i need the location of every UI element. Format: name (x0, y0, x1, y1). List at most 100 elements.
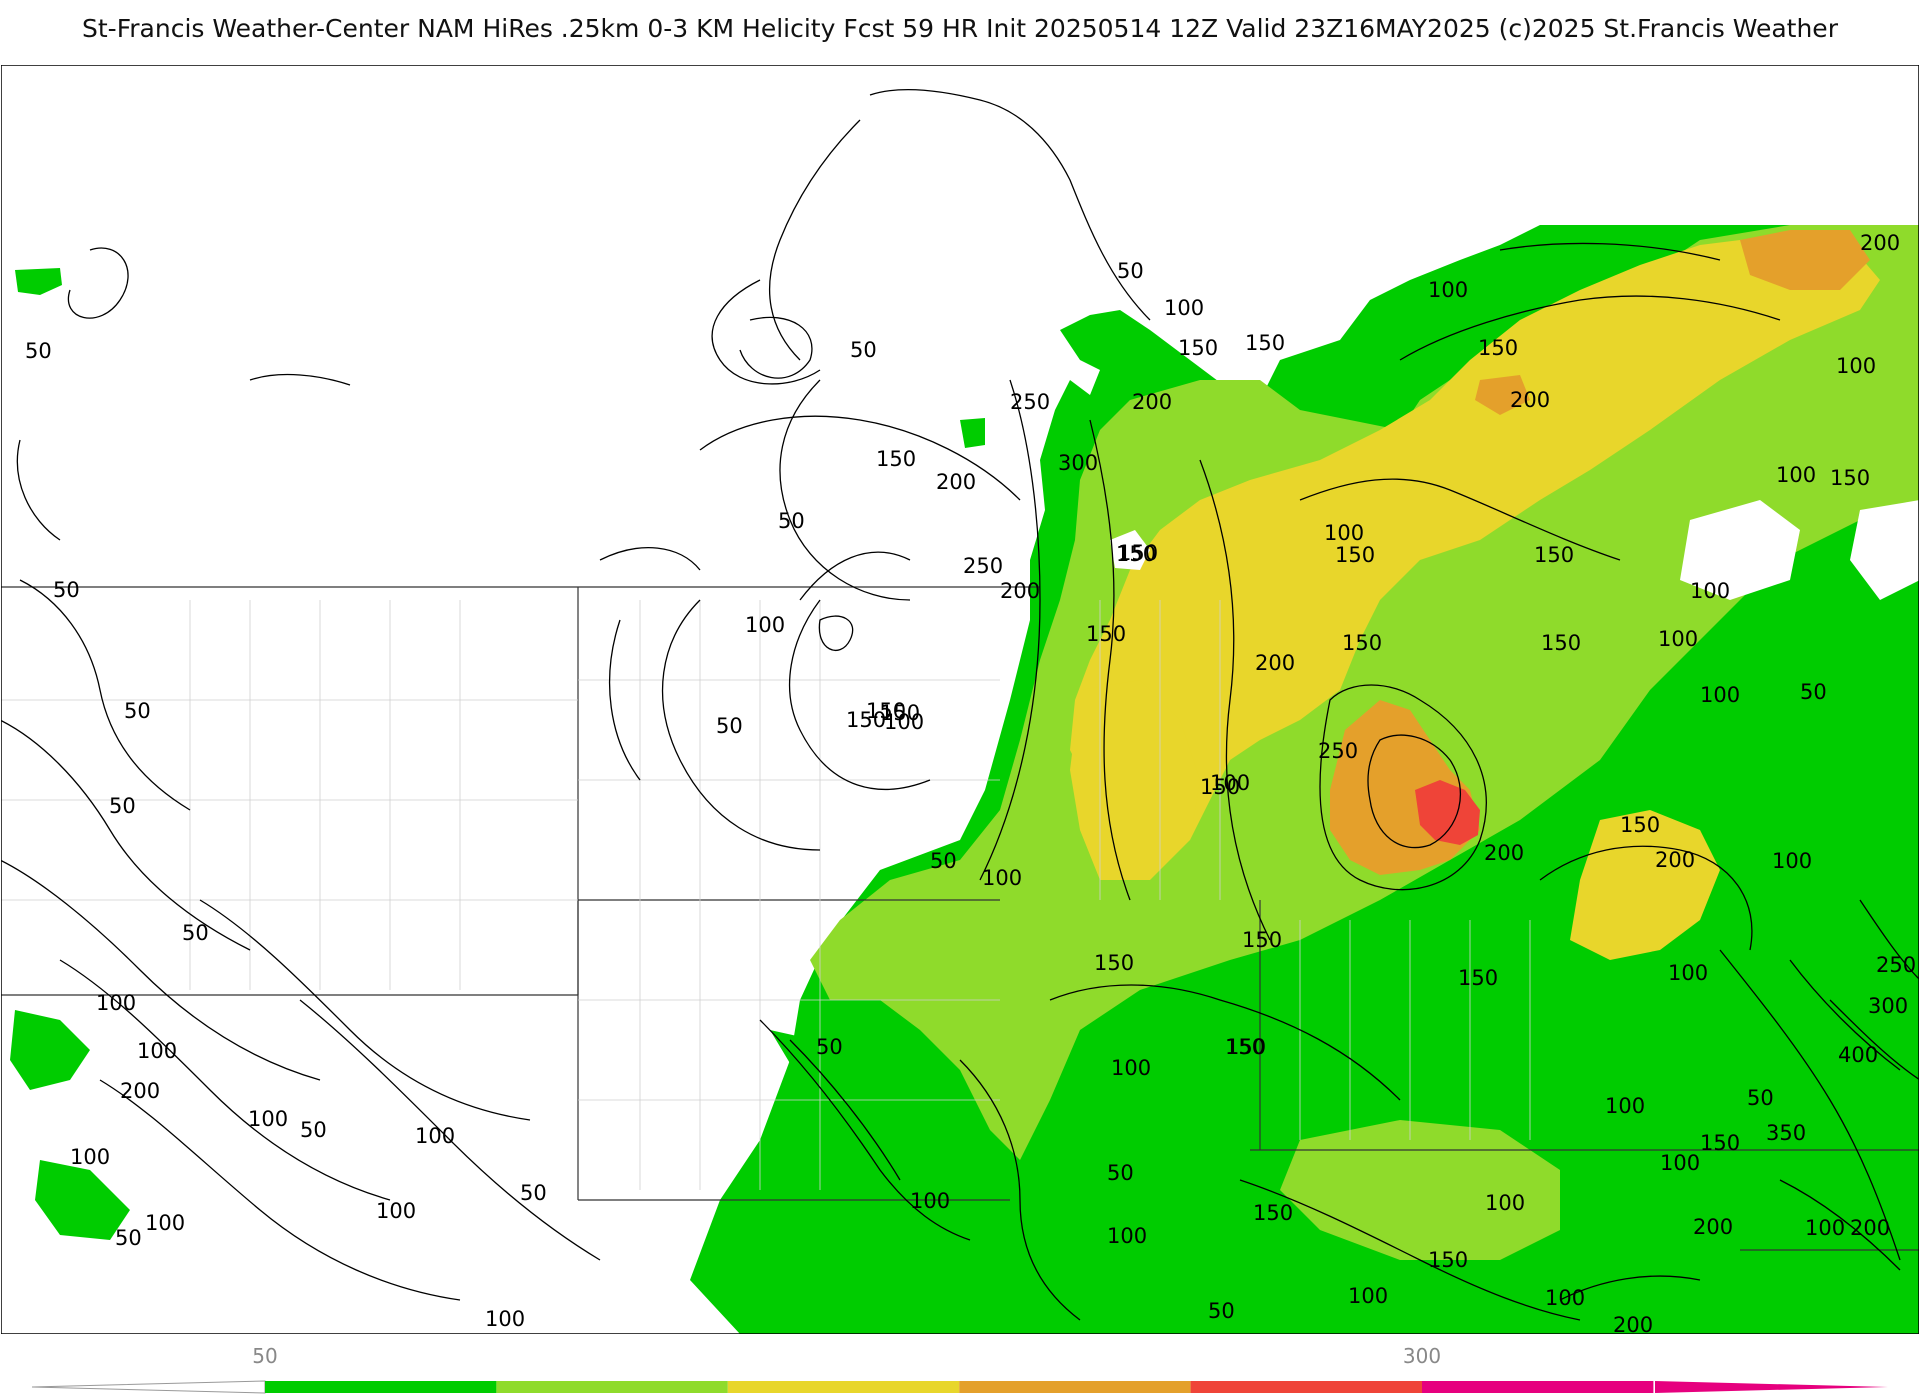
contour-label: 100 (1324, 521, 1364, 545)
helicity-fill-layer (10, 225, 1919, 1334)
colorbar-segment-2 (727, 1381, 960, 1393)
map-title: St-Francis Weather-Center NAM HiRes .25k… (82, 14, 1838, 43)
contour-label: 200 (1860, 231, 1900, 255)
contour-label: 100 (376, 1199, 416, 1223)
contour-label: 150 (1094, 951, 1134, 975)
contour-label: 200 (1255, 651, 1295, 675)
contour-label: 50 (930, 849, 957, 873)
contour-label: 250 (1318, 739, 1358, 763)
contour-label: 200 (1693, 1215, 1733, 1239)
helicity-area-green-ridge (770, 1030, 955, 1195)
helicity-area-yellowgreen (810, 225, 1919, 1160)
contour-label: 150 (1620, 813, 1660, 837)
helicity-area-hole-3 (1850, 500, 1919, 600)
helicity-area-green-speck-1 (15, 268, 62, 295)
contour-label: 50 (778, 509, 805, 533)
contour-label: 150 (846, 708, 886, 732)
contour-label: 200 (1850, 1216, 1890, 1240)
contour-label: 100 (1700, 683, 1740, 707)
helicity-area-orange-ne (1740, 230, 1870, 290)
contour-label: 50 (1117, 259, 1144, 283)
colorbar-segment-0 (265, 1381, 497, 1393)
contour-label: 50 (1800, 680, 1827, 704)
contour-label: 200 (1655, 848, 1695, 872)
colorbar-segment-4 (1190, 1381, 1422, 1393)
contour-label: 100 (1658, 627, 1698, 651)
contour-label: 50 (124, 699, 151, 723)
contour-label: 100 (1772, 849, 1812, 873)
contour-label: 200 (120, 1079, 160, 1103)
contour-label: 150 (1335, 543, 1375, 567)
contour-label: 150 (1225, 1035, 1265, 1059)
contour-label: 100 (415, 1124, 455, 1148)
colorbar-right-arrow (1655, 1381, 1888, 1393)
contour-label: 150 (1253, 1201, 1293, 1225)
contour-label: 50 (300, 1118, 327, 1142)
contour-label: 100 (1107, 1224, 1147, 1248)
contour-label: 300 (1868, 994, 1908, 1018)
contour-label: 100 (485, 1307, 525, 1331)
contour-label: 150 (1700, 1131, 1740, 1155)
contour-label: 50 (716, 714, 743, 738)
contour-label: 100 (96, 991, 136, 1015)
contour-label: 150 (1458, 966, 1498, 990)
contour-label: 100 (1545, 1286, 1585, 1310)
contour-label: 250 (1876, 953, 1916, 977)
contour-label: 100 (145, 1211, 185, 1235)
colorbar-left-arrow (31, 1380, 266, 1394)
contour-label: 150 (876, 447, 916, 471)
helicity-area-yellow (1070, 235, 1880, 850)
helicity-area-yellow-west (1070, 680, 1200, 880)
contour-label: 100 (1660, 1151, 1700, 1175)
colorbar-tick-label: 50 (252, 1344, 277, 1368)
contour-label: 100 (1690, 579, 1730, 603)
contour-label: 150 (1178, 336, 1218, 360)
contour-label: 100 (1776, 463, 1816, 487)
contour-label: 150 (1342, 631, 1382, 655)
colorbar-segment-1 (496, 1381, 728, 1393)
contour-label: 150 (866, 699, 906, 723)
colorbar-tick-label: 300 (1403, 1344, 1441, 1368)
contour-label: 150 (1830, 466, 1870, 490)
contour-label: 400 (1838, 1043, 1878, 1067)
contour-label: 200 (1613, 1313, 1653, 1337)
contour-label: 150 (1226, 1035, 1266, 1059)
contour-label: 100 (884, 710, 924, 734)
contour-label: 50 (109, 794, 136, 818)
contour-label: 150 (1116, 542, 1156, 566)
contour-label: 100 (1428, 278, 1468, 302)
helicity-area-hole-2 (1680, 500, 1800, 600)
contour-label: 150 (1118, 541, 1158, 565)
contour-label: 50 (520, 1181, 547, 1205)
contour-label: 300 (1058, 451, 1098, 475)
contour-label: 100 (745, 613, 785, 637)
contour-label: 50 (115, 1226, 142, 1250)
contour-label: 200 (936, 470, 976, 494)
contour-label: 50 (53, 578, 80, 602)
contour-label: 100 (1210, 771, 1250, 795)
contour-label: 200 (1510, 388, 1550, 412)
contour-label-layer: 50 50 50 50 50 50 50 50 50 50 50 50 50 5… (25, 231, 1916, 1337)
contour-label: 150 (1245, 331, 1285, 355)
helicity-area-green-speck-2 (10, 1010, 90, 1090)
contour-label: 150 (1242, 928, 1282, 952)
colorbar-segments (265, 1381, 1654, 1393)
contour-label: 100 (1836, 354, 1876, 378)
contour-label: 150 (880, 701, 920, 725)
contour-label: 50 (1107, 1161, 1134, 1185)
helicity-area-green-speck-3 (35, 1160, 130, 1240)
contour-label: 150 (1534, 543, 1574, 567)
contour-label: 150 (1478, 336, 1518, 360)
contour-label: 200 (1484, 841, 1524, 865)
contour-label: 350 (1766, 1121, 1806, 1145)
contour-label: 100 (982, 866, 1022, 890)
contour-label: 100 (1485, 1191, 1525, 1215)
contour-label: 150 (1086, 622, 1126, 646)
contour-lines (1, 88, 1919, 1321)
contour-label: 200 (1132, 390, 1172, 414)
helicity-area-orange-n (1475, 375, 1530, 415)
state-borders (1, 586, 1919, 1251)
contour-label: 50 (850, 338, 877, 362)
contour-label: 150 (1200, 775, 1240, 799)
